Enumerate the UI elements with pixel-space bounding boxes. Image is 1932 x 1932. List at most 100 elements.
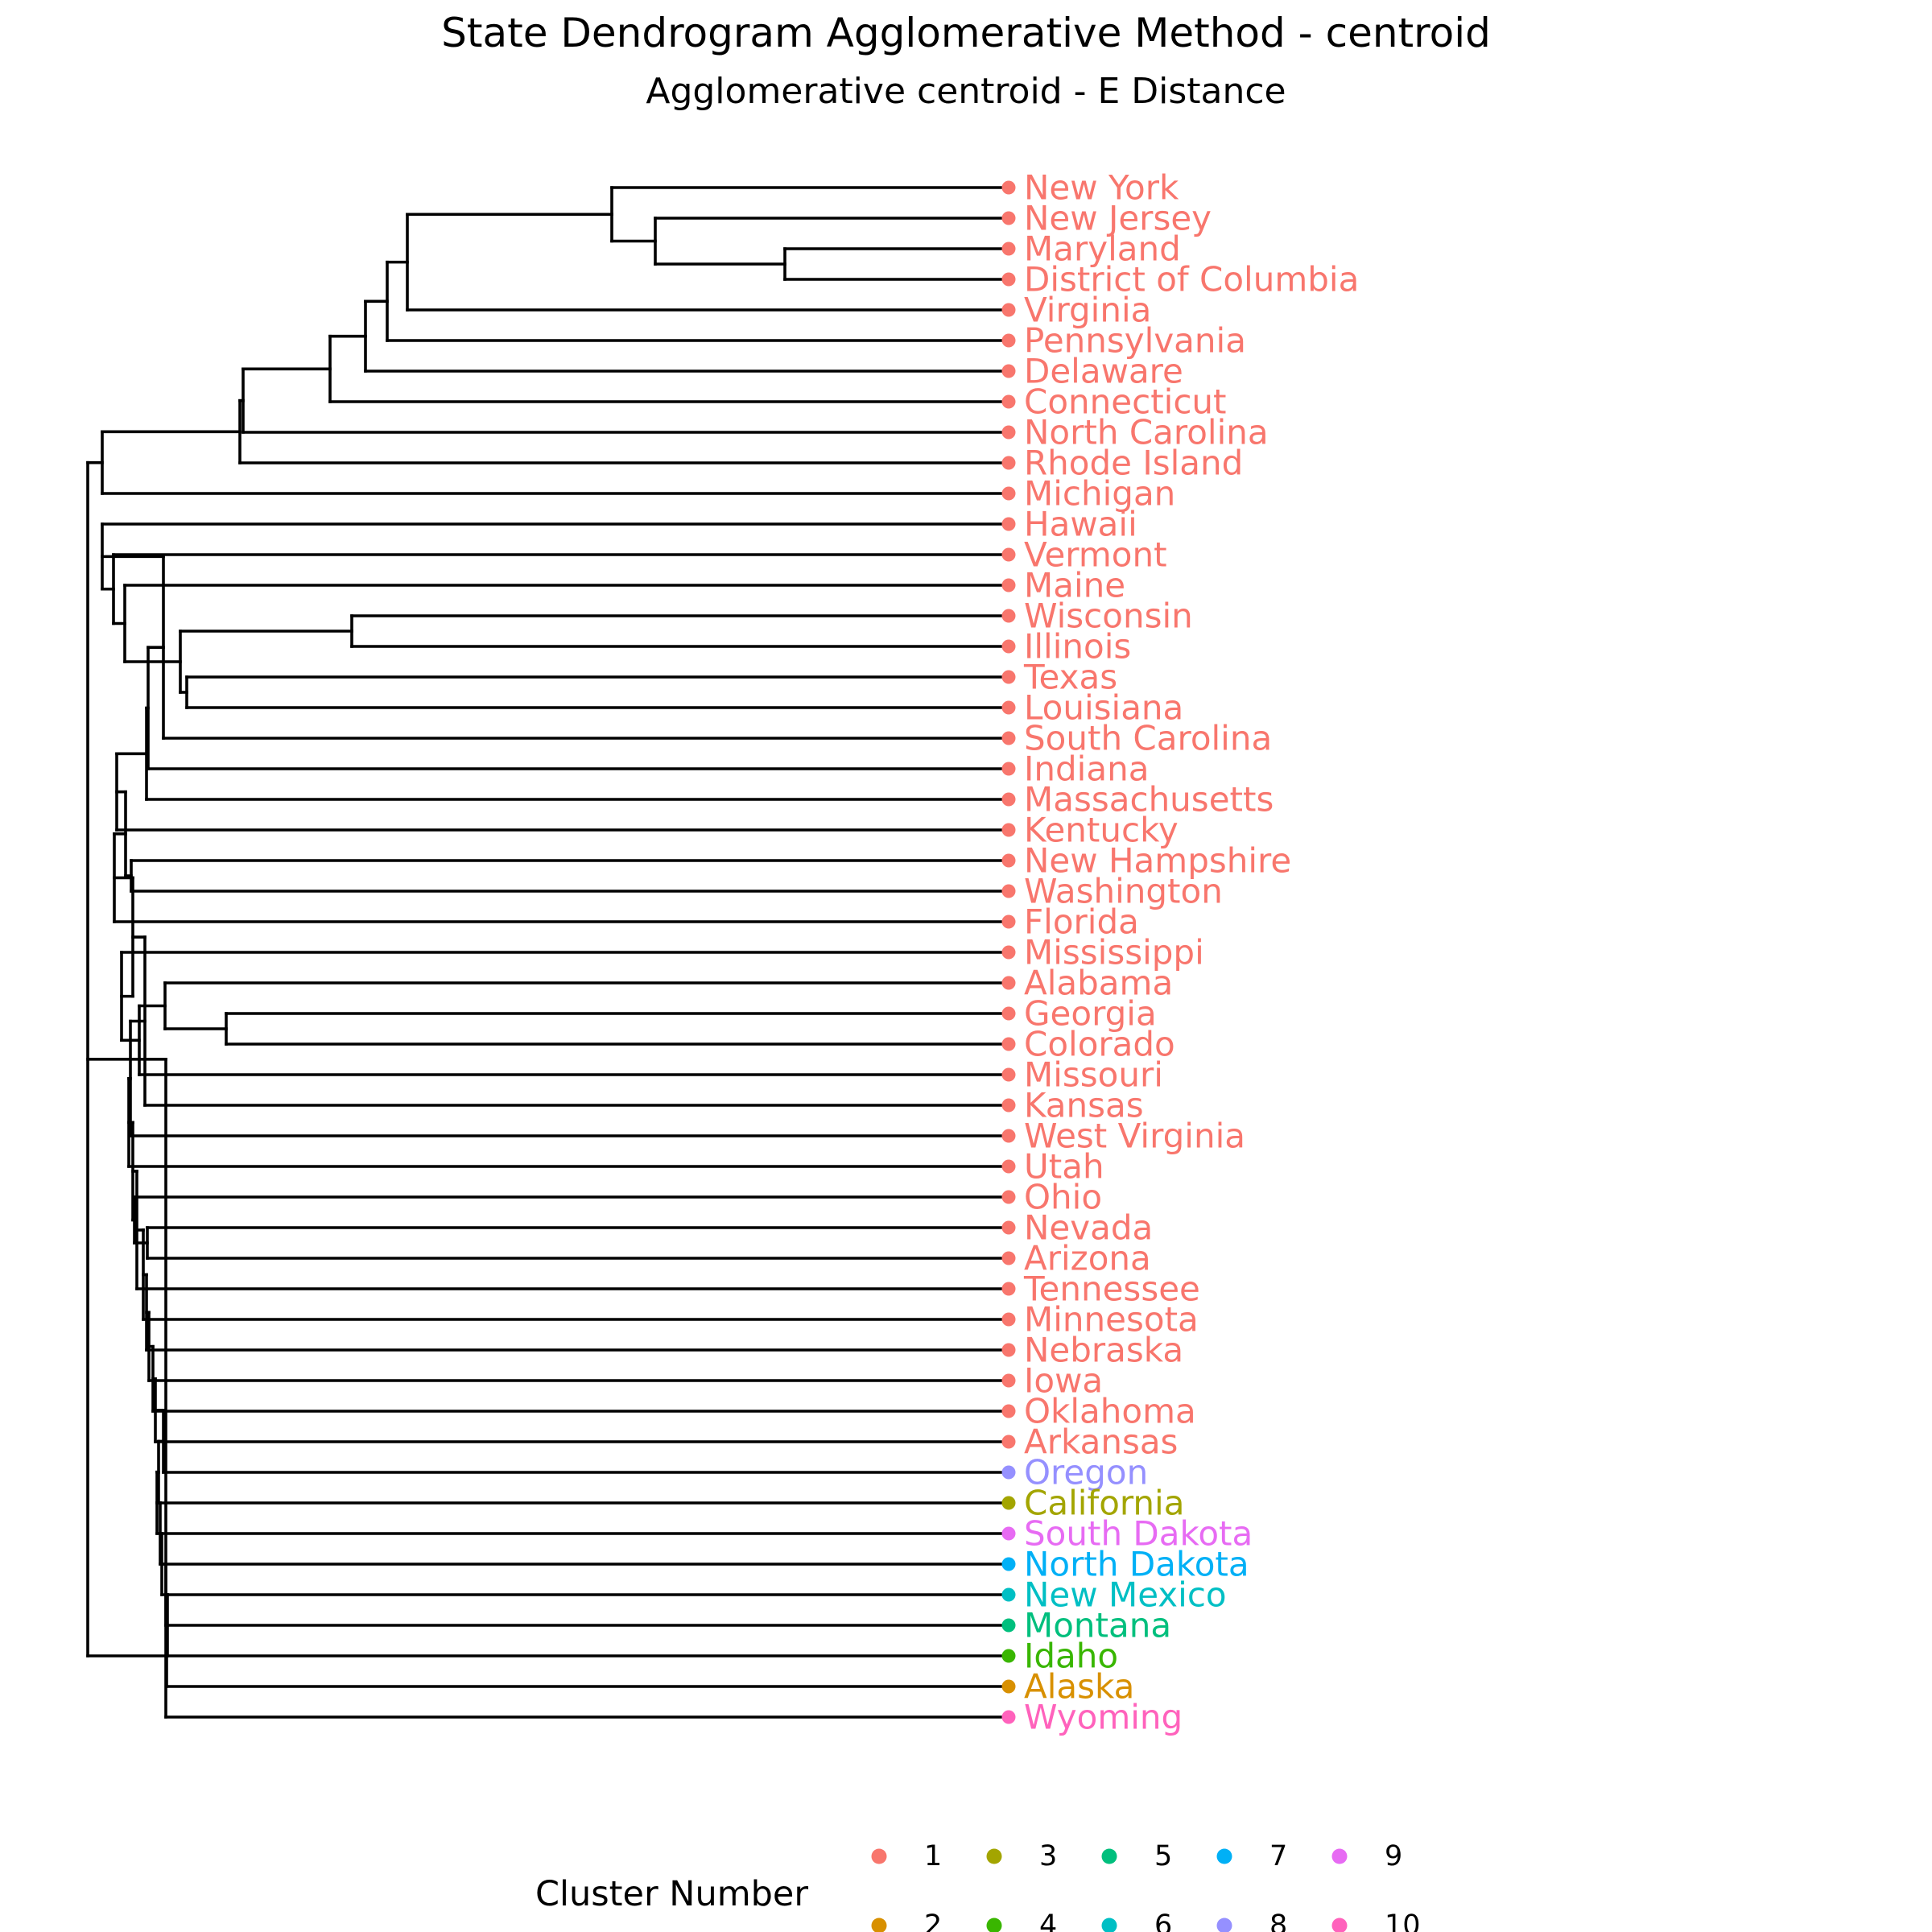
leaf-label: Ohio	[1024, 1178, 1102, 1217]
leaf-label: Mississippi	[1024, 933, 1204, 972]
legend-key	[1101, 1848, 1117, 1864]
leaf-label: Vermont	[1024, 535, 1167, 575]
leaf-marker	[1001, 303, 1016, 317]
leaf-label: Alabama	[1024, 964, 1173, 1003]
leaf-label: Wyoming	[1024, 1698, 1183, 1737]
leaf-marker	[1001, 1710, 1016, 1724]
leaf-label: Georgia	[1024, 994, 1157, 1034]
legend-key	[1331, 1918, 1348, 1932]
leaf-marker	[1001, 792, 1016, 807]
leaf-label: New Hampshire	[1024, 841, 1291, 881]
leaf-marker	[1001, 1220, 1016, 1235]
leaf-marker	[1001, 945, 1016, 960]
legend-label: 5	[1154, 1840, 1172, 1872]
leaf-marker	[1001, 394, 1016, 409]
leaf-label: Louisiana	[1024, 688, 1183, 728]
leaf-marker	[1001, 211, 1016, 225]
leaf-marker	[1001, 456, 1016, 470]
leaf-marker	[1001, 609, 1016, 623]
leaf-label: Montana	[1024, 1606, 1171, 1645]
legend-label: 3	[1039, 1840, 1057, 1872]
leaf-label: South Dakota	[1024, 1514, 1253, 1554]
leaf-marker	[1001, 1526, 1016, 1541]
legend-key	[986, 1918, 1002, 1932]
leaf-marker	[1001, 670, 1016, 684]
leaf-marker	[1001, 1343, 1016, 1357]
leaf-label: Florida	[1024, 902, 1139, 942]
leaf-label: Alaska	[1024, 1667, 1134, 1707]
legend-label: 9	[1385, 1840, 1402, 1872]
leaf-label: Virginia	[1024, 291, 1151, 330]
leaf-label: Michigan	[1024, 474, 1175, 514]
leaf-label: Oregon	[1024, 1453, 1148, 1492]
leaf-marker	[1001, 1404, 1016, 1418]
legend-key	[1331, 1848, 1348, 1864]
leaf-marker	[1001, 1190, 1016, 1204]
leaf-label: Wisconsin	[1024, 597, 1193, 636]
leaf-label: Rhode Island	[1024, 444, 1243, 483]
leaf-marker	[1001, 1037, 1016, 1051]
leaf-label: Nebraska	[1024, 1331, 1183, 1370]
leaf-label: Texas	[1023, 658, 1117, 697]
leaf-marker	[1001, 1312, 1016, 1327]
leaf-marker	[1001, 1129, 1016, 1143]
leaf-marker	[1001, 1649, 1016, 1663]
leaf-marker	[1001, 1557, 1016, 1571]
leaf-label: Colorado	[1024, 1025, 1175, 1064]
leaf-marker	[1001, 1587, 1016, 1602]
leaf-label: North Carolina	[1024, 413, 1269, 452]
leaf-marker	[1001, 1282, 1016, 1296]
legend: Cluster Number 1 2 3 4 5 6 7 8 9 10	[535, 1840, 1421, 1932]
legend-key	[871, 1918, 887, 1932]
leaf-label: California	[1024, 1484, 1184, 1523]
leaf-label: New Jersey	[1024, 199, 1212, 238]
leaf-markers	[1001, 180, 1016, 1724]
legend-label: 7	[1269, 1840, 1287, 1872]
legend-label: 2	[924, 1909, 942, 1932]
leaf-marker	[1001, 1465, 1016, 1480]
leaf-marker	[1001, 1618, 1016, 1633]
leaf-label: Connecticut	[1024, 382, 1227, 422]
leaf-label: Kansas	[1024, 1086, 1144, 1125]
leaf-label: North Dakota	[1024, 1545, 1249, 1584]
legend-key	[1216, 1918, 1232, 1932]
legend-key	[986, 1848, 1002, 1864]
leaf-label: Illinois	[1024, 627, 1131, 667]
leaf-marker	[1001, 364, 1016, 378]
leaf-marker	[1001, 486, 1016, 501]
leaf-label: Oklahoma	[1024, 1392, 1196, 1431]
leaf-label: Delaware	[1024, 352, 1183, 391]
leaf-marker	[1001, 884, 1016, 898]
leaf-marker	[1001, 639, 1016, 654]
legend-title: Cluster Number	[535, 1874, 808, 1914]
leaf-marker	[1001, 1679, 1016, 1694]
leaf-marker	[1001, 823, 1016, 837]
leaf-label: Arizona	[1024, 1239, 1151, 1278]
leaf-label: South Carolina	[1024, 719, 1272, 758]
leaf-marker	[1001, 853, 1016, 868]
leaf-label: Kentucky	[1024, 811, 1179, 850]
leaf-marker	[1001, 700, 1016, 715]
leaf-label: Hawaii	[1024, 505, 1137, 544]
leaf-label: Minnesota	[1024, 1300, 1199, 1340]
leaf-label: Idaho	[1024, 1637, 1118, 1676]
leaf-marker	[1001, 547, 1016, 562]
leaf-label: Missouri	[1024, 1055, 1163, 1095]
leaf-marker	[1001, 425, 1016, 440]
dendrogram-branches	[86, 186, 1010, 1719]
leaf-marker	[1001, 731, 1016, 745]
leaf-marker	[1001, 1067, 1016, 1082]
leaf-label: Washington	[1024, 872, 1223, 911]
leaf-marker	[1001, 1098, 1016, 1113]
leaf-label: Arkansas	[1024, 1422, 1178, 1462]
leaf-label: Maine	[1024, 566, 1125, 605]
leaf-label: Massachusetts	[1024, 780, 1274, 819]
leaf-label: Utah	[1024, 1147, 1104, 1187]
leaf-label: Pennsylvania	[1024, 321, 1246, 361]
chart-title: State Dendrogram Agglomerative Method - …	[441, 10, 1491, 56]
leaf-marker	[1001, 1159, 1016, 1174]
leaf-marker	[1001, 1251, 1016, 1265]
leaf-marker	[1001, 242, 1016, 256]
